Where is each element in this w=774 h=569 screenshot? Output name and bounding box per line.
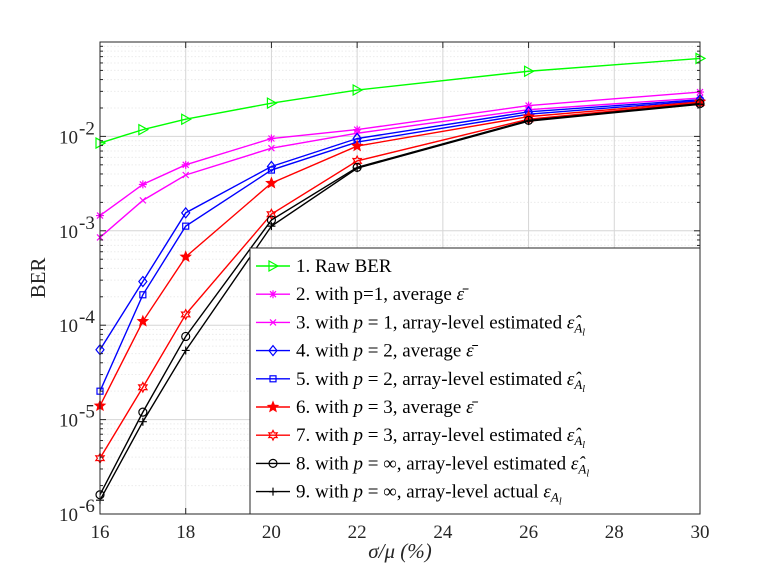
x-tick-label: 30 [691, 522, 710, 543]
series-line [99, 57, 701, 144]
x-tick-label: 18 [176, 522, 195, 543]
data-point [137, 381, 149, 394]
data-point [350, 139, 364, 152]
data-point [268, 344, 278, 357]
legend-item: 1. Raw BER [256, 256, 392, 277]
legend-box [249, 247, 701, 515]
data-point [353, 125, 362, 134]
y-tick-label: 10 [59, 316, 78, 337]
legend-item: 7. with p = 3, array-level estimated ε̂A… [256, 425, 585, 451]
data-point [353, 164, 362, 173]
legend-label: 8. with p = ∞, array-level estimated ε̂A… [296, 453, 589, 479]
data-point [180, 206, 191, 219]
legend-label: 2. with p=1, average ε̄ [296, 284, 469, 305]
data-point [523, 65, 535, 78]
data-point [138, 180, 147, 189]
data-point [269, 318, 277, 326]
y-tick-label-exponent: -4 [79, 307, 95, 328]
data-point [266, 97, 278, 110]
legend-label: 6. with p = 3, average ε̄ [296, 397, 479, 418]
legend-label: 1. Raw BER [296, 256, 392, 277]
y-tick-label: 10 [59, 505, 78, 526]
legend-item: 8. with p = ∞, array-level estimated ε̂A… [256, 453, 589, 479]
y-tick-label: 10 [59, 127, 78, 148]
data-point [269, 375, 277, 383]
data-point [266, 400, 280, 413]
legend-item: 4. with p = 2, average ε̄ [256, 341, 479, 362]
legend-item: 5. with p = 2, array-level estimated ε̂A… [256, 369, 585, 395]
x-tick-label: 20 [262, 522, 281, 543]
data-point [269, 487, 277, 496]
data-point [268, 458, 278, 468]
data-point [267, 429, 279, 442]
data-point [182, 222, 190, 230]
data-point [266, 208, 277, 221]
data-point [352, 83, 364, 97]
y-tick-label: 10 [59, 411, 78, 432]
data-point [181, 160, 190, 169]
legend-label: 7. with p = 3, array-level estimated ε̂A… [296, 425, 585, 451]
data-point [179, 250, 193, 263]
legend-item: 9. with p = ∞, array-level actual εAl [256, 482, 562, 508]
legend-label: 4. with p = 2, average ε̄ [296, 341, 479, 362]
data-point [139, 291, 147, 299]
legend-item: 6. with p = 3, average ε̄ [256, 397, 479, 418]
data-point [180, 308, 192, 321]
data-point [265, 176, 278, 189]
y-tick-label-exponent: -3 [79, 213, 95, 234]
data-point [181, 346, 190, 355]
series-9 [96, 100, 704, 505]
data-point [266, 160, 277, 173]
data-point [136, 314, 150, 327]
legend-label: 9. with p = ∞, array-level actual εAl [296, 482, 562, 508]
y-tick-label: 10 [59, 222, 78, 243]
x-tick-label: 16 [91, 522, 110, 543]
x-tick-label: 28 [605, 522, 624, 543]
y-axis-label: BER [26, 258, 50, 299]
x-tick-label: 22 [348, 522, 367, 543]
x-axis-label: σ/μ (%) [368, 539, 431, 563]
data-point [524, 101, 533, 110]
data-point [138, 407, 148, 417]
data-point [524, 117, 533, 126]
legend-label: 5. with p = 2, array-level estimated ε̂A… [296, 369, 585, 395]
y-tick-label-exponent: -6 [79, 496, 95, 517]
data-point [139, 196, 147, 204]
data-point [181, 113, 192, 126]
data-point [267, 166, 276, 174]
data-point [268, 259, 280, 273]
x-tick-label: 24 [433, 522, 453, 543]
x-tick-label: 26 [519, 522, 538, 543]
data-point [138, 123, 150, 136]
data-point [269, 290, 277, 299]
data-point [268, 144, 275, 152]
data-point [138, 275, 148, 288]
y-tick-label-exponent: -2 [79, 118, 95, 139]
data-point [267, 222, 276, 231]
series-layer [93, 52, 707, 505]
data-point [138, 417, 147, 426]
data-point [267, 134, 276, 143]
data-point [181, 331, 191, 342]
data-point [182, 171, 190, 179]
y-tick-label-exponent: -5 [79, 402, 95, 423]
